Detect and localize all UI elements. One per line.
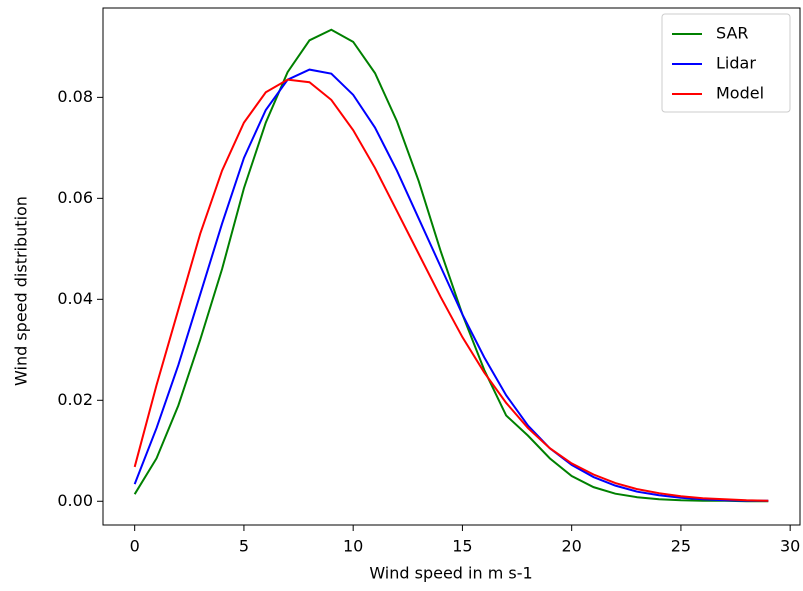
- legend-box: [661, 13, 791, 113]
- x-tick-label: 0: [130, 537, 140, 556]
- legend-label: SAR: [716, 24, 749, 43]
- line-series: [133, 28, 769, 503]
- y-tick-label: 0.02: [57, 390, 93, 409]
- x-tick-label: 25: [671, 537, 691, 556]
- y-tick-label: 0.04: [57, 289, 93, 308]
- x-tick-label: 5: [239, 537, 249, 556]
- y-tick-label: 0.00: [57, 491, 93, 510]
- line-series: [133, 68, 769, 502]
- y-tick-label: 0.08: [57, 87, 93, 106]
- legend-label: Lidar: [716, 54, 756, 73]
- legend-label: Model: [716, 84, 764, 103]
- y-axis-label: Wind speed distribution: [12, 196, 31, 386]
- x-tick-label: 10: [343, 537, 363, 556]
- x-tick-label: 30: [780, 537, 800, 556]
- plot-frame: [102, 7, 801, 526]
- y-tick-label: 0.06: [57, 188, 93, 207]
- x-tick-label: 15: [452, 537, 472, 556]
- line-series: [133, 78, 769, 502]
- x-tick-label: 20: [561, 537, 581, 556]
- x-axis-label: Wind speed in m s-1: [369, 564, 532, 583]
